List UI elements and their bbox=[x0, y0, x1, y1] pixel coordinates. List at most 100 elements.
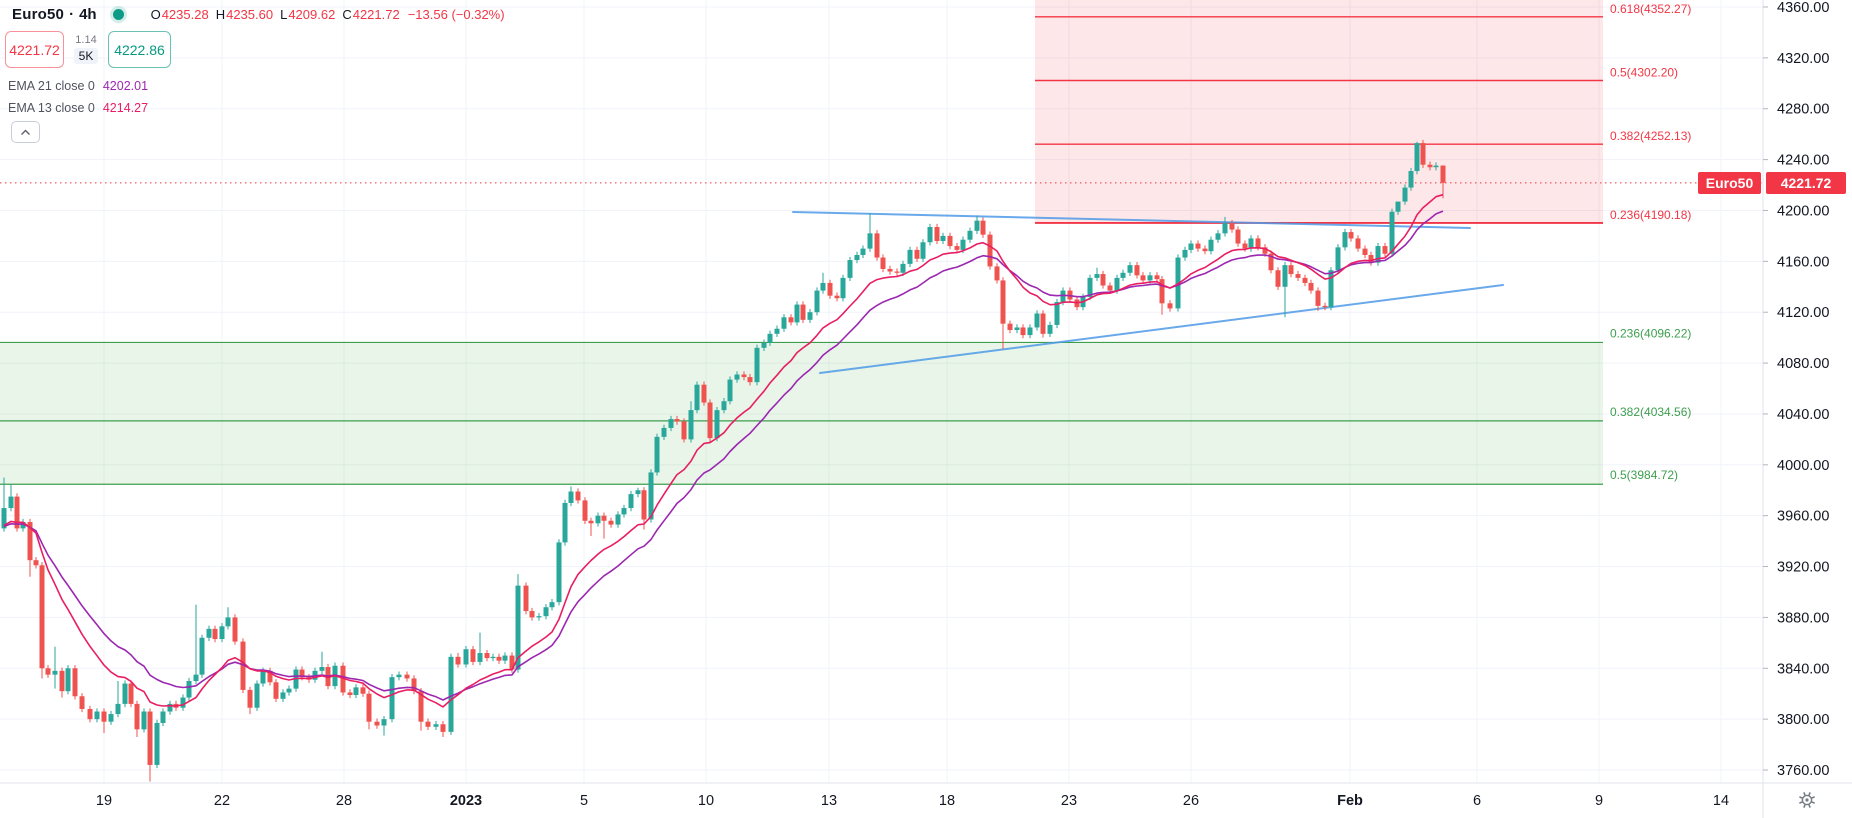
spread-column: 1.14 5K bbox=[64, 31, 108, 68]
trendline[interactable] bbox=[819, 284, 1504, 374]
time-tick-label: 6 bbox=[1473, 793, 1481, 809]
fib-resistance-label: 0.382(4252.13) bbox=[1610, 129, 1691, 143]
indicator-row-ema13[interactable]: EMA 13 close 0 4214.27 bbox=[8, 101, 148, 115]
candle bbox=[1368, 251, 1374, 266]
candle bbox=[193, 604, 199, 685]
candle-body bbox=[668, 419, 674, 428]
candle bbox=[954, 242, 960, 254]
candle-body bbox=[1440, 165, 1446, 183]
change-value: −13.56 (−0.32%) bbox=[407, 7, 505, 22]
candle bbox=[219, 623, 225, 643]
candle-body bbox=[254, 683, 260, 708]
candle bbox=[254, 680, 260, 711]
candle-body bbox=[529, 611, 535, 618]
quantity-selector[interactable]: 5K bbox=[73, 48, 99, 64]
candle-body bbox=[1020, 327, 1026, 336]
candle-body bbox=[543, 607, 549, 617]
candle bbox=[994, 263, 1000, 284]
candle bbox=[425, 718, 431, 730]
candle-body bbox=[59, 670, 65, 692]
candle bbox=[694, 381, 700, 414]
candle bbox=[225, 607, 231, 630]
candle-body bbox=[65, 668, 71, 692]
buy-button[interactable]: 4222.86 bbox=[108, 31, 171, 68]
candle bbox=[1420, 139, 1426, 168]
candle-body bbox=[920, 242, 926, 259]
candle-body bbox=[360, 687, 366, 694]
candle bbox=[688, 401, 694, 443]
candle-body bbox=[490, 656, 496, 659]
candle-body bbox=[52, 670, 58, 675]
candle-body bbox=[115, 703, 121, 715]
candle-body bbox=[477, 653, 483, 662]
indicator-row-ema21[interactable]: EMA 21 close 0 4202.01 bbox=[8, 79, 148, 93]
candle bbox=[8, 483, 14, 512]
candle bbox=[273, 679, 279, 702]
candle-body bbox=[1154, 275, 1160, 280]
timeframe-button[interactable]: 4h bbox=[79, 6, 97, 23]
candle bbox=[411, 675, 417, 695]
candle bbox=[1007, 320, 1013, 334]
candle bbox=[470, 646, 476, 666]
candle bbox=[14, 493, 20, 532]
candle-body bbox=[1140, 275, 1146, 281]
candle-body bbox=[648, 472, 654, 520]
candle-body bbox=[101, 711, 107, 722]
candle-body bbox=[1215, 233, 1221, 240]
candle-body bbox=[1282, 265, 1288, 287]
candle bbox=[1215, 230, 1221, 243]
candle bbox=[1440, 165, 1446, 199]
candle-body bbox=[947, 235, 953, 247]
candle bbox=[396, 671, 402, 681]
candle-body bbox=[880, 257, 886, 269]
fib-support-zone[interactable]: 0.236(4096.22) 0.382(4034.56) 0.5(3984.72) bbox=[0, 326, 1691, 485]
time-axis[interactable]: 19 22 28 2023 5 10 13 18 23 26 Feb 6 9 14 bbox=[96, 793, 1729, 809]
time-tick-label: 22 bbox=[214, 793, 230, 809]
candle-body bbox=[128, 683, 134, 704]
symbol-name[interactable]: Euro50 bbox=[12, 6, 65, 23]
candle-body bbox=[874, 233, 880, 258]
candle bbox=[87, 705, 93, 723]
trendline[interactable] bbox=[792, 211, 1471, 229]
fib-resistance-label: 0.236(4190.18) bbox=[1610, 208, 1691, 222]
candle-body bbox=[568, 491, 574, 503]
candle bbox=[727, 376, 733, 405]
candle bbox=[502, 652, 508, 664]
candle bbox=[45, 665, 51, 678]
candle-body bbox=[628, 494, 634, 509]
candle bbox=[556, 539, 562, 606]
gear-tooth bbox=[1808, 792, 1811, 796]
candle-body bbox=[1268, 253, 1274, 271]
candle bbox=[714, 406, 720, 442]
candle-body bbox=[94, 711, 100, 720]
sell-button[interactable]: 4221.72 bbox=[5, 31, 64, 68]
ema21-value: 4202.01 bbox=[102, 79, 149, 93]
candle-body bbox=[761, 342, 767, 348]
candle-body bbox=[20, 522, 26, 529]
candle bbox=[754, 344, 760, 386]
price-tick-label: 4320.00 bbox=[1777, 51, 1829, 67]
candle bbox=[72, 665, 78, 700]
candle-body bbox=[502, 655, 508, 661]
candle-body bbox=[1275, 270, 1281, 287]
price-tick-label: 3880.00 bbox=[1777, 610, 1829, 626]
candle bbox=[1202, 245, 1208, 255]
candle-body bbox=[1427, 164, 1433, 168]
close-value: 4221.72 bbox=[352, 7, 400, 22]
settings-gear-icon[interactable] bbox=[1799, 792, 1815, 808]
candle bbox=[621, 504, 627, 518]
candle bbox=[635, 487, 641, 498]
current-price-flag: Euro50 4221.72 bbox=[1698, 172, 1846, 194]
candle-body bbox=[353, 687, 359, 695]
fib-resistance-zone[interactable]: 0.618(4352.27) 0.5(4302.20) 0.382(4252.13)… bbox=[1035, 0, 1691, 224]
candle-body bbox=[654, 436, 660, 473]
candle bbox=[79, 693, 85, 713]
legend-collapse-button[interactable] bbox=[11, 121, 40, 143]
candle bbox=[847, 256, 853, 282]
candle bbox=[1167, 300, 1173, 312]
candle bbox=[854, 251, 860, 264]
candle bbox=[661, 424, 667, 441]
price-axis[interactable]: 4360.00 4320.00 4280.00 4240.00 4200.00 4160.… bbox=[1763, 0, 1829, 779]
